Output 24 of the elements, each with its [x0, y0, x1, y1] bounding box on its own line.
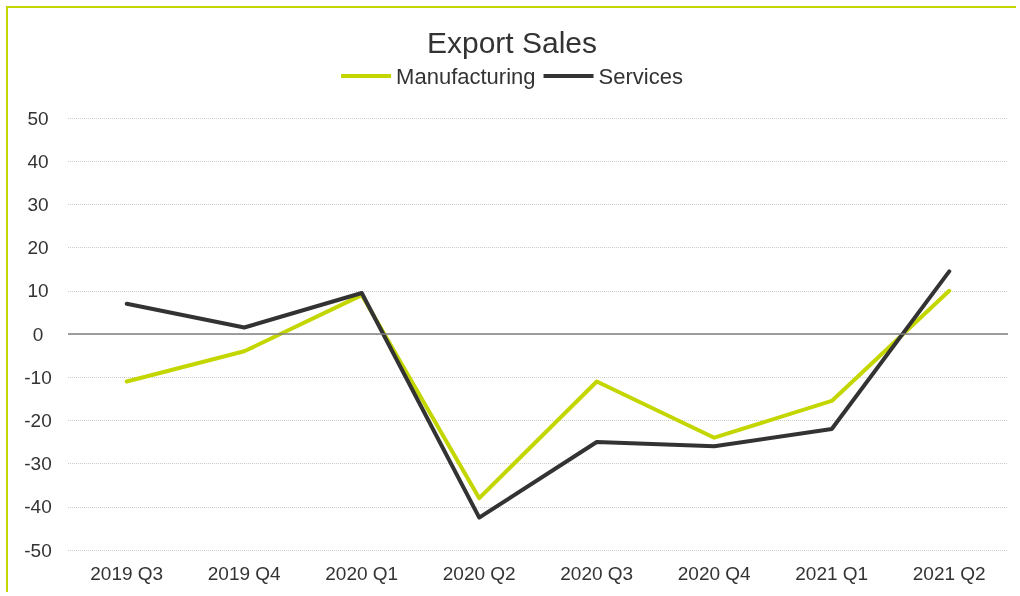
x-tick-label: 2020 Q1: [325, 563, 399, 584]
y-tick-label: -20: [24, 409, 52, 431]
y-tick-label: -50: [24, 539, 52, 561]
legend-label: Services: [598, 63, 683, 89]
y-tick-label: 0: [32, 323, 44, 345]
y-tick-label: 10: [27, 280, 49, 302]
x-tick-label: 2020 Q2: [442, 563, 516, 584]
legend-label: Manufacturing: [396, 63, 536, 89]
x-tick-label: 2021 Q2: [912, 563, 986, 584]
x-tick-label: 2019 Q4: [207, 563, 282, 584]
y-tick-label: -40: [24, 496, 52, 518]
y-tick-label: -10: [24, 366, 52, 388]
line-series: [124, 288, 952, 501]
y-tick-label: 30: [27, 193, 49, 215]
y-tick-label: 50: [27, 107, 49, 129]
line-series: [124, 269, 952, 520]
y-tick-label: -30: [24, 453, 52, 475]
x-tick-label: 2021 Q1: [795, 563, 869, 584]
x-tick-label: 2019 Q3: [90, 563, 164, 584]
x-tick-label: 2020 Q4: [677, 563, 752, 584]
chart-title: Export Sales: [426, 25, 598, 59]
x-tick-label: 2020 Q3: [560, 563, 634, 584]
y-tick-label: 40: [27, 150, 49, 172]
y-tick-label: 20: [27, 237, 49, 259]
